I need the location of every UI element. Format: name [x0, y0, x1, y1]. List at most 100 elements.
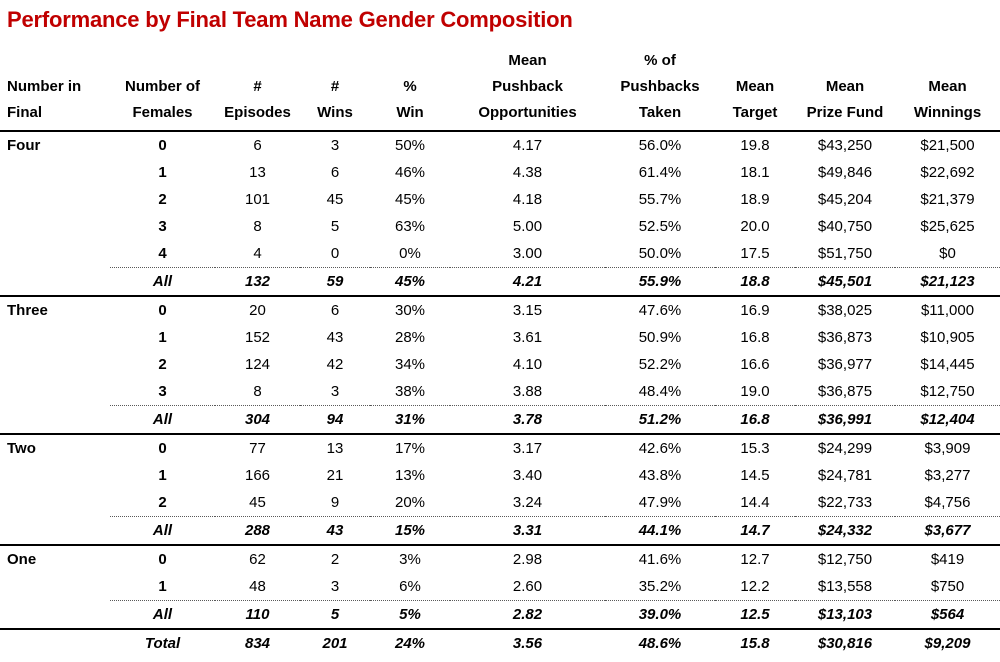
cell-episodes: 101	[244, 191, 271, 208]
cell-pct-pushbacks-taken: 44.1%	[605, 516, 715, 546]
cell-mean-prize-fund: $51,750	[817, 245, 873, 262]
column-header-mean-winnings: Mean Winnings	[895, 48, 1000, 132]
group-label: Two	[7, 440, 36, 457]
column-header-episodes: # Episodes	[215, 48, 300, 132]
data-row: 2 45 9 20% 3.24 47.9% 14.4 $22,733 $4,756	[0, 489, 1000, 517]
cell-wins: 43	[326, 329, 344, 346]
data-row: 1 152 43 28% 3.61 50.9% 16.8 $36,873 $10,905	[0, 324, 1000, 351]
cell-mean-winnings: $3,677	[895, 516, 1000, 546]
cell-mean-winnings: $4,756	[924, 494, 971, 511]
cell-pct-pushbacks-taken: 55.7%	[638, 191, 682, 208]
total-row: Total 834 201 24% 3.56 48.6% 15.8 $30,816 $9,209	[0, 629, 1000, 657]
group-label	[0, 462, 110, 489]
cell-mean-pushback-opportunities: 4.17	[512, 137, 543, 154]
cell-mean-winnings: $750	[930, 578, 965, 595]
cell-pct-pushbacks-taken: 47.6%	[638, 302, 682, 319]
cell-mean-target: 20.0	[740, 218, 770, 235]
cell-mean-prize-fund: $40,750	[817, 218, 873, 235]
cell-mean-target: 14.7	[715, 516, 795, 546]
group-summary-row: All 132 59 45% 4.21 55.9% 18.8 $45,501 $21,123	[0, 267, 1000, 297]
cell-mean-pushback-opportunities: 5.00	[512, 218, 543, 235]
cell-mean-prize-fund: $45,501	[795, 267, 895, 297]
cell-win-pct: 20%	[394, 494, 426, 511]
data-row: 1 166 21 13% 3.40 43.8% 14.5 $24,781 $3,277	[0, 462, 1000, 489]
cell-mean-pushback-opportunities: 4.10	[512, 356, 543, 373]
cell-mean-target: 15.8	[740, 635, 770, 652]
data-row: 2 101 45 45% 4.18 55.7% 18.9 $45,204 $21,379	[0, 186, 1000, 213]
cell-win-pct: 31%	[370, 405, 450, 435]
cell-wins: 2	[330, 551, 340, 568]
cell-episodes: 45	[249, 494, 266, 511]
data-row: Four 0 6 3 50% 4.17 56.0% 19.8 $43,250 $21,500	[0, 131, 1000, 159]
cell-mean-winnings: $9,209	[924, 635, 971, 652]
cell-wins: 94	[300, 405, 370, 435]
cell-mean-target: 19.8	[740, 137, 770, 154]
cell-episodes: 834	[244, 635, 271, 652]
group-summary-row: All 288 43 15% 3.31 44.1% 14.7 $24,332 $3,677	[0, 516, 1000, 546]
cell-mean-pushback-opportunities: 4.18	[512, 191, 543, 208]
cell-win-pct: 13%	[394, 467, 426, 484]
group-label	[0, 324, 110, 351]
cell-mean-winnings: $12,404	[895, 405, 1000, 435]
cell-win-pct: 28%	[394, 329, 426, 346]
cell-number-of-females: 3	[158, 383, 167, 400]
cell-mean-pushback-opportunities: 3.31	[450, 516, 605, 546]
cell-wins: 21	[326, 467, 344, 484]
data-row: Three 0 20 6 30% 3.15 47.6% 16.9 $38,025 $11,000	[0, 296, 1000, 324]
cell-win-pct: 5%	[370, 600, 450, 630]
group-label: One	[7, 551, 37, 568]
cell-win-pct: 30%	[394, 302, 426, 319]
cell-mean-target: 12.5	[715, 600, 795, 630]
cell-mean-pushback-opportunities: 3.40	[512, 467, 543, 484]
group-label	[0, 489, 110, 517]
cell-number-of-females: Total	[144, 635, 181, 652]
data-row: 1 13 6 46% 4.38 61.4% 18.1 $49,846 $22,692	[0, 159, 1000, 186]
group-label	[0, 213, 110, 240]
cell-episodes: 20	[249, 302, 266, 319]
cell-mean-winnings: $21,123	[895, 267, 1000, 297]
cell-number-of-females: All	[110, 405, 215, 435]
group-label	[0, 186, 110, 213]
cell-mean-target: 18.8	[715, 267, 795, 297]
cell-episodes: 8	[253, 383, 262, 400]
cell-pct-pushbacks-taken: 43.8%	[638, 467, 682, 484]
cell-number-of-females: 2	[158, 494, 167, 511]
cell-pct-pushbacks-taken: 35.2%	[638, 578, 682, 595]
cell-mean-target: 16.6	[740, 356, 770, 373]
cell-mean-winnings: $10,905	[920, 329, 975, 346]
cell-number-in-final	[0, 600, 110, 630]
cell-episodes: 4	[253, 245, 262, 262]
cell-pct-pushbacks-taken: 48.4%	[638, 383, 682, 400]
cell-wins: 45	[326, 191, 344, 208]
cell-mean-prize-fund: $24,299	[817, 440, 873, 457]
cell-mean-target: 19.0	[740, 383, 770, 400]
column-header-mean-pushback-opportunities: Mean Pushback Opportunities	[450, 48, 605, 132]
cell-mean-target: 15.3	[740, 440, 770, 457]
page: Performance by Final Team Name Gender Co…	[0, 7, 1000, 657]
cell-number-of-females: 1	[158, 164, 167, 181]
cell-episodes: 152	[244, 329, 271, 346]
cell-pct-pushbacks-taken: 42.6%	[638, 440, 682, 457]
cell-episodes: 132	[215, 267, 300, 297]
cell-pct-pushbacks-taken: 52.2%	[638, 356, 682, 373]
page-title: Performance by Final Team Name Gender Co…	[7, 7, 573, 32]
cell-episodes: 6	[253, 137, 262, 154]
group-label	[0, 573, 110, 601]
cell-mean-prize-fund: $22,733	[817, 494, 873, 511]
cell-mean-target: 16.8	[715, 405, 795, 435]
cell-mean-winnings: $14,445	[920, 356, 975, 373]
data-row: 4 4 0 0% 3.00 50.0% 17.5 $51,750 $0	[0, 240, 1000, 268]
cell-wins: 0	[330, 245, 340, 262]
group-label: Four	[7, 137, 41, 154]
column-header-win-pct: % Win	[370, 48, 450, 132]
cell-episodes: 62	[249, 551, 266, 568]
cell-wins: 5	[300, 600, 370, 630]
cell-number-in-final	[0, 516, 110, 546]
cell-win-pct: 34%	[394, 356, 426, 373]
cell-episodes: 13	[249, 164, 266, 181]
cell-number-in-final	[0, 629, 110, 657]
cell-mean-target: 16.9	[740, 302, 770, 319]
cell-mean-prize-fund: $45,204	[817, 191, 873, 208]
cell-mean-winnings: $564	[895, 600, 1000, 630]
column-header-mean-prize-fund: Mean Prize Fund	[795, 48, 895, 132]
